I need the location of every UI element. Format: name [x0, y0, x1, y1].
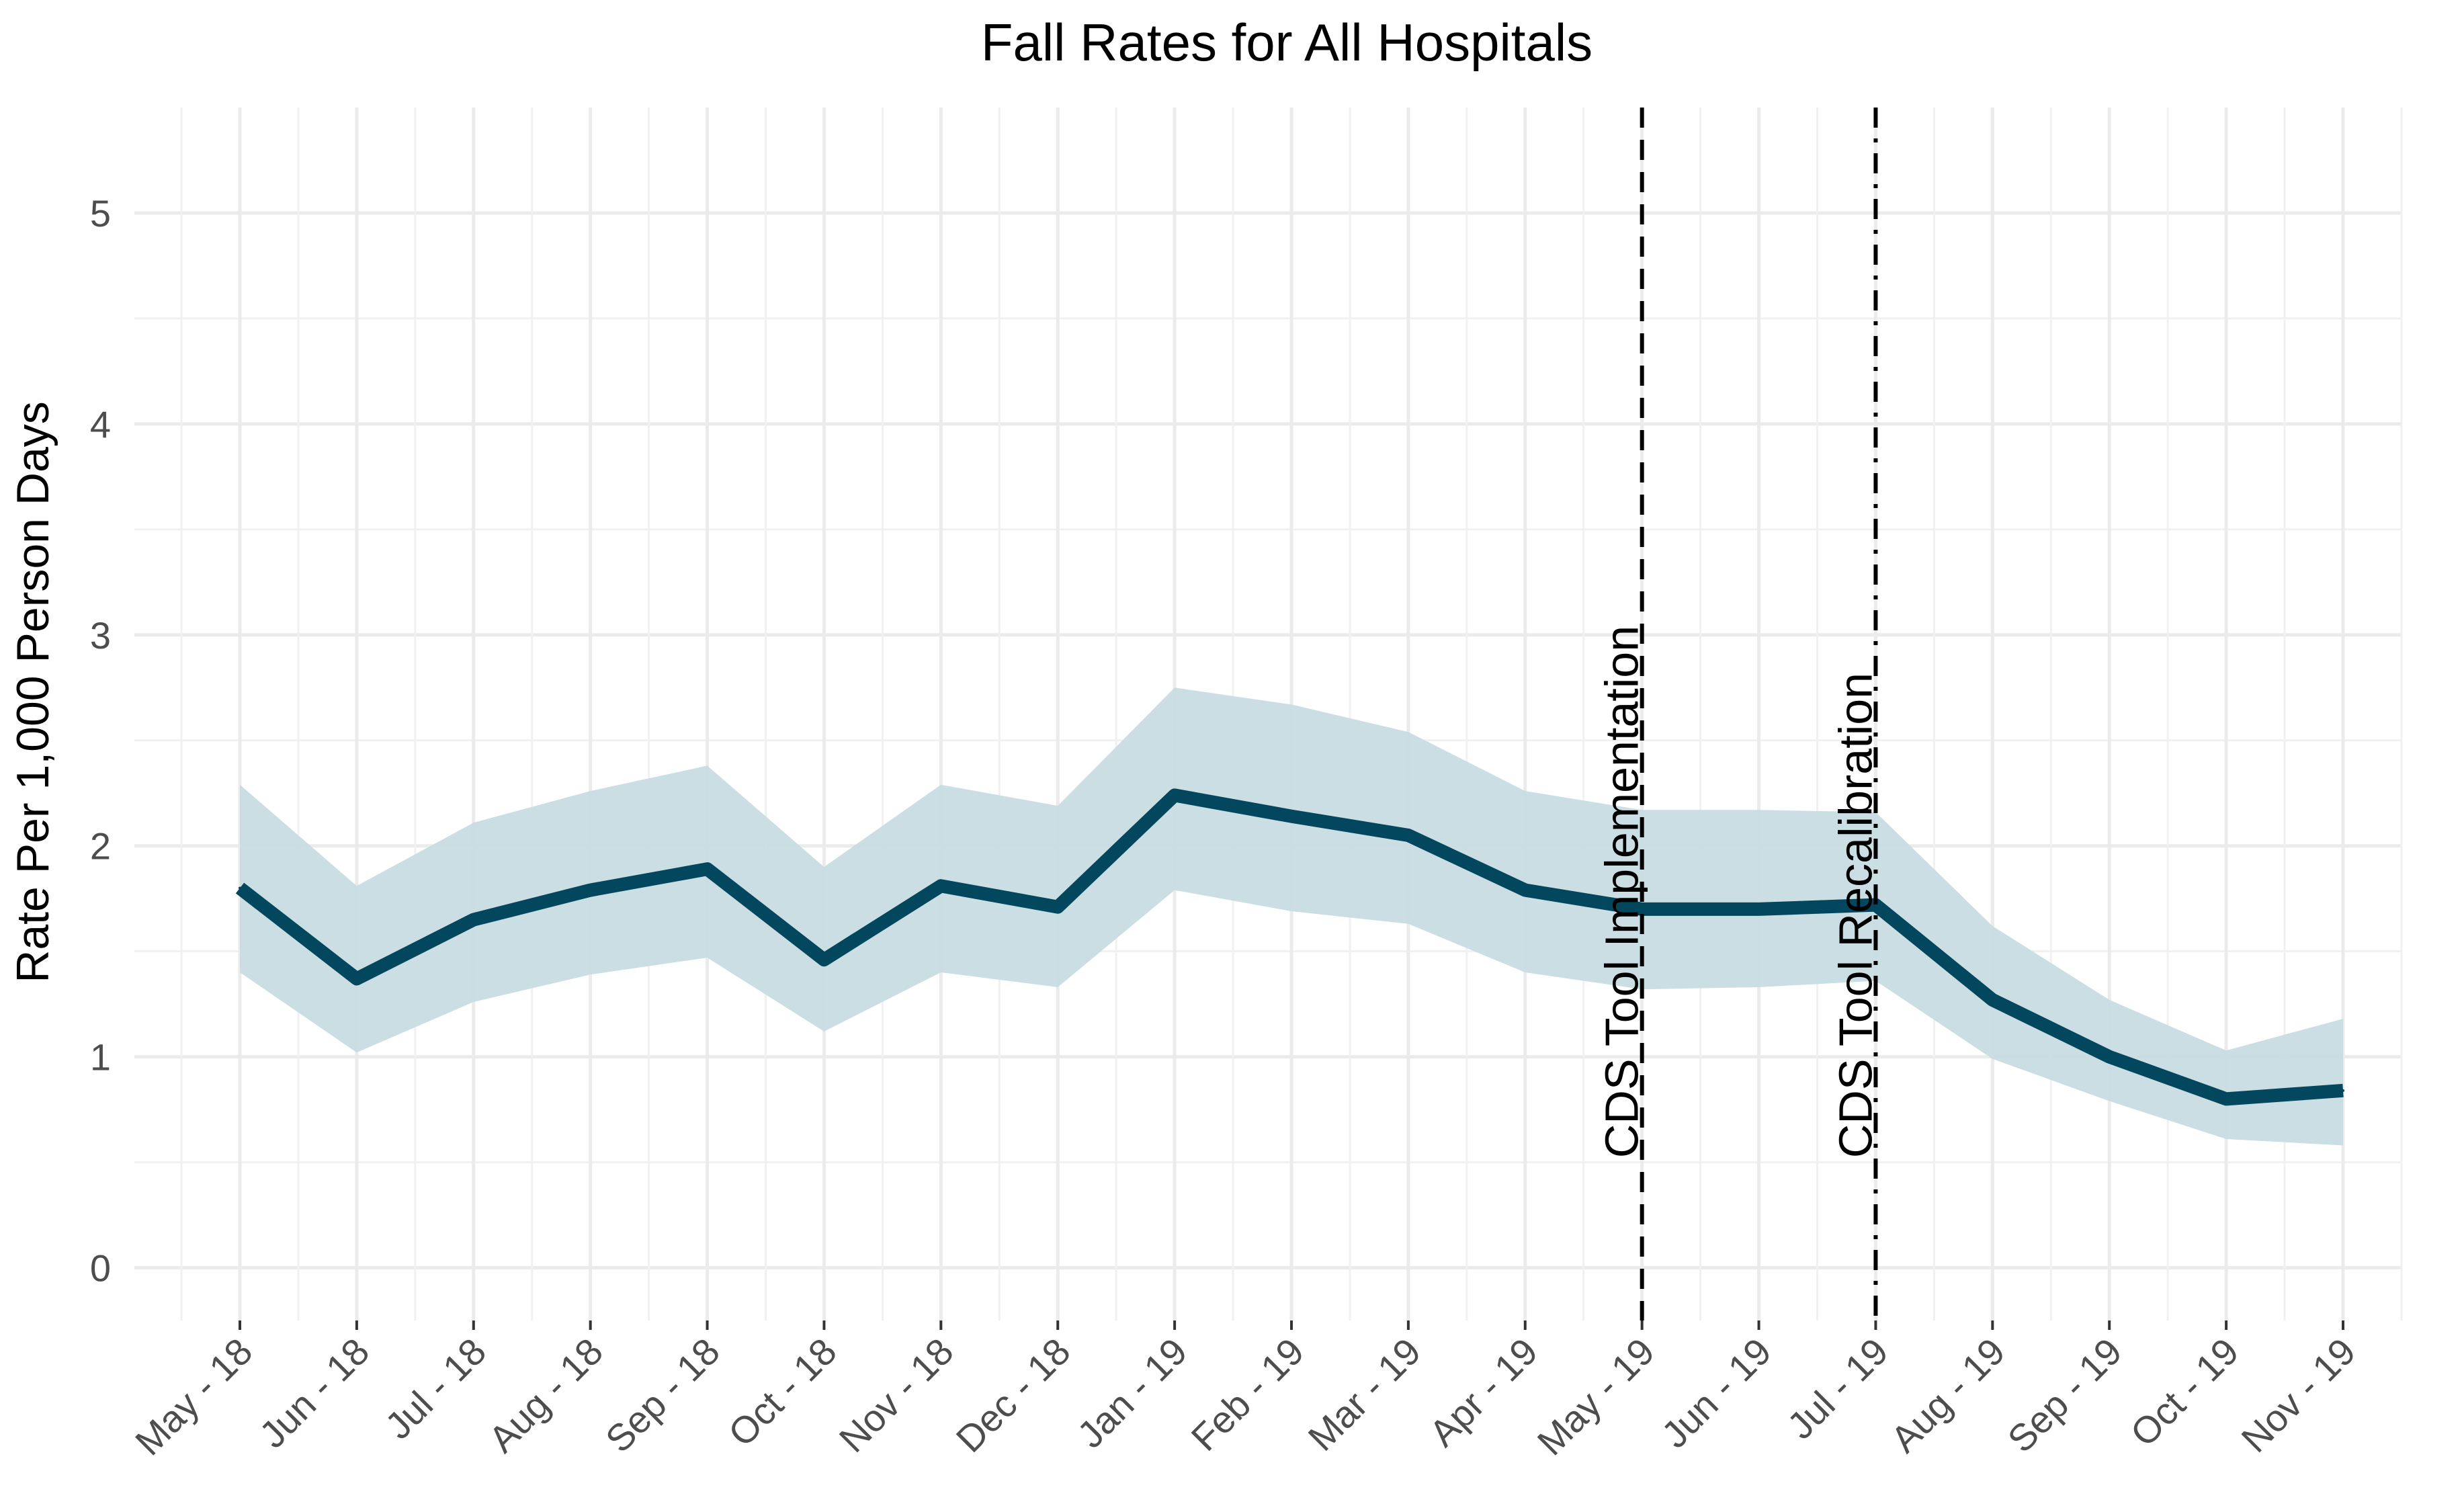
y-tick-label: 5	[90, 192, 111, 235]
data-point	[1523, 888, 1527, 892]
x-tick-label: Feb - 19	[1183, 1330, 1312, 1459]
y-tick-label: 0	[90, 1247, 111, 1290]
x-tick-label: Apr - 19	[1421, 1330, 1545, 1454]
series-line-layer	[235, 788, 2344, 1106]
annotation-layer: CDS Tool Implementation CDS Tool Recalibr…	[1596, 108, 1881, 1320]
y-tick-label: 3	[90, 614, 111, 657]
data-point	[1640, 907, 1644, 911]
grid	[134, 108, 2403, 1320]
x-tick-label: Oct - 18	[720, 1330, 845, 1454]
y-axis-label: Rate Per 1,000 Person Days	[7, 401, 58, 983]
y-tick-label: 1	[90, 1036, 111, 1079]
data-point	[706, 868, 709, 871]
y-axis-ticks: 0 1 2 3 4 5	[90, 192, 111, 1290]
data-point	[1991, 998, 1994, 1001]
x-tick-label: Dec - 18	[948, 1330, 1078, 1460]
data-point	[1290, 814, 1293, 818]
data-point	[472, 918, 475, 921]
x-tick-label: Sep - 18	[597, 1330, 728, 1460]
x-tick-label: Jul - 19	[1779, 1330, 1896, 1447]
x-tick-label: Jul - 18	[377, 1330, 494, 1447]
x-tick-label: Nov - 19	[2233, 1330, 2363, 1460]
data-point	[239, 886, 241, 890]
chart-title: Fall Rates for All Hospitals	[981, 13, 1592, 72]
x-tick-label: May - 18	[127, 1330, 261, 1464]
data-point	[1757, 907, 1760, 911]
x-tick-label: Nov - 18	[831, 1330, 962, 1460]
data-point	[1173, 794, 1177, 797]
data-point	[1056, 905, 1060, 909]
x-tick-label: Sep - 19	[1999, 1330, 2129, 1460]
data-point	[589, 888, 592, 892]
data-point	[1406, 834, 1410, 837]
annotation-label: CDS Tool Implementation	[1596, 626, 1648, 1158]
x-tick-label: May - 19	[1529, 1330, 1663, 1464]
x-tick-label: Aug - 18	[480, 1330, 611, 1460]
confidence-band	[240, 687, 2343, 1146]
data-point	[355, 977, 358, 980]
data-point	[2342, 1089, 2344, 1092]
data-point	[939, 884, 943, 888]
y-tick-label: 4	[90, 403, 111, 446]
x-tick-label: Aug - 19	[1883, 1330, 2013, 1460]
y-tick-label: 2	[90, 825, 111, 868]
x-tick-label: Jun - 18	[251, 1330, 378, 1456]
x-tick-label: Jun - 19	[1653, 1330, 1779, 1456]
confidence-band-layer	[240, 687, 2343, 1146]
data-point	[2108, 1055, 2111, 1058]
x-tick-label: Oct - 19	[2122, 1330, 2246, 1454]
annotation-label: CDS Tool Recalibration	[1829, 673, 1881, 1158]
data-point	[822, 958, 826, 962]
x-tick-label: Mar - 19	[1300, 1330, 1429, 1459]
x-tick-label: Jan - 19	[1069, 1330, 1195, 1456]
data-point	[2225, 1097, 2228, 1101]
